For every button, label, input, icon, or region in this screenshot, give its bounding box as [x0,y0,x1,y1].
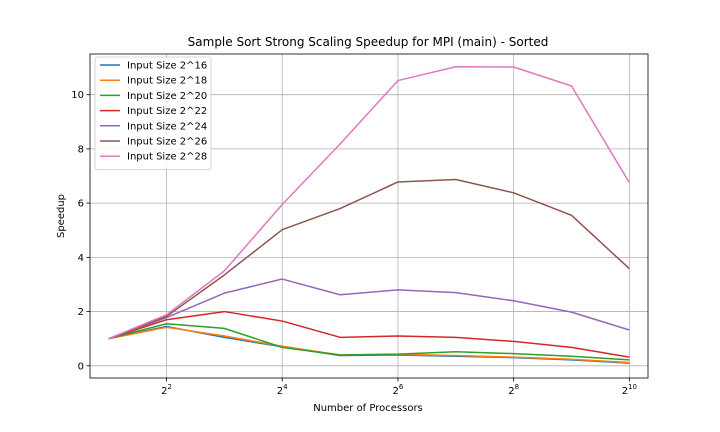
series-line-5 [108,278,630,340]
y-tick-label: 4 [78,253,84,264]
x-tick-label: 24 [277,383,288,397]
x-tick-exponent: 4 [283,383,288,391]
x-tick-base: 2 [508,386,514,397]
x-tick-base: 2 [161,386,167,397]
series-line-4 [108,310,630,358]
x-tick-label: 26 [393,383,404,397]
x-axis-label: Number of Processors [313,403,423,414]
y-tick-label: 0 [78,361,84,372]
x-tick-base: 2 [277,386,283,397]
x-tick-exponent: 2 [167,383,171,391]
legend-entry-label: Input Size 2^28 [127,152,207,163]
series-line-6 [108,178,630,340]
x-tick-exponent: 8 [515,383,519,391]
legend-box [94,56,212,170]
x-tick-exponent: 6 [399,383,404,391]
series-lines [108,65,631,364]
y-tick-label: 10 [71,90,84,101]
legend-entry-label: Input Size 2^16 [127,61,207,72]
legend-entry-label: Input Size 2^18 [127,76,207,87]
x-tick-base: 2 [622,386,628,397]
series-line-3 [108,323,630,361]
plot-area [89,53,649,379]
y-tick-label: 6 [78,199,84,210]
legend: Input Size 2^16 Input Size 2^18 Input Size… [94,56,212,170]
y-tick-label: 2 [78,307,84,318]
x-tick-label: 210 [622,383,637,397]
series-line-7 [108,65,631,340]
chart-title: Sample Sort Strong Scaling Speedup for M… [188,35,549,49]
y-axis-label: Speedup [56,194,67,238]
legend-entry-label: Input Size 2^22 [127,106,207,117]
legend-entry-label: Input Size 2^24 [127,121,207,132]
legend-entry-label: Input Size 2^26 [127,137,207,148]
y-tick-label: 8 [78,144,84,155]
x-tick-label: 28 [508,383,519,397]
x-tick-base: 2 [393,386,399,397]
legend-entry-label: Input Size 2^20 [127,91,207,102]
x-tick-exponent: 10 [628,383,637,391]
x-tick-label: 22 [161,383,172,397]
